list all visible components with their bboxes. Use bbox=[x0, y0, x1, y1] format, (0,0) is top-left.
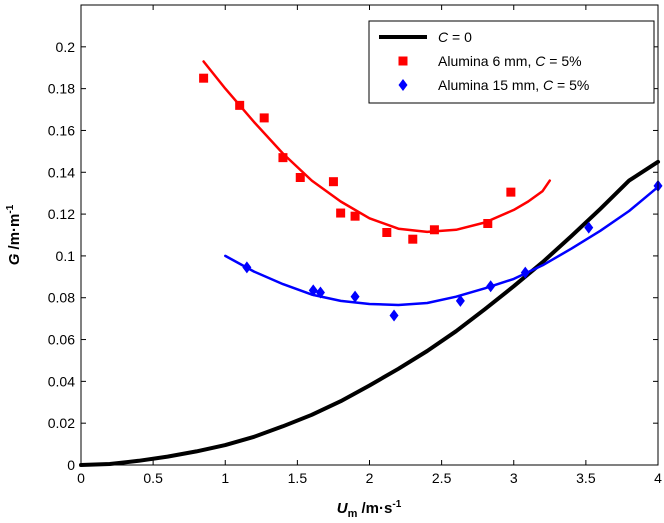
legend-label: Alumina 15 mm, C = 5% bbox=[438, 77, 589, 93]
y-tick-label: 0.06 bbox=[48, 332, 75, 348]
data-point-square bbox=[483, 219, 493, 228]
x-axis-symbol: U bbox=[337, 500, 349, 517]
x-axis-units: /m·s bbox=[357, 500, 392, 517]
data-point-square bbox=[350, 211, 360, 221]
x-tick-label: 2 bbox=[366, 470, 374, 486]
x-axis-subscript: m bbox=[348, 508, 358, 520]
x-axis-title: Um /m·s-1 bbox=[337, 499, 402, 520]
y-tick-label: 0.12 bbox=[48, 206, 75, 222]
legend-label-part: Alumina 6 mm, bbox=[438, 53, 535, 69]
y-tick-label: 0.08 bbox=[48, 290, 75, 306]
legend-diamond-icon bbox=[398, 79, 408, 91]
legend-label: C = 0 bbox=[438, 29, 472, 45]
data-point-diamond bbox=[455, 294, 465, 307]
x-tick-label: 1 bbox=[221, 470, 229, 486]
fit-line-0 bbox=[79, 159, 660, 467]
data-point-square bbox=[199, 73, 209, 83]
x-tick-label: 3 bbox=[510, 470, 518, 486]
y-tick-label: 0.16 bbox=[48, 122, 75, 138]
legend-square-icon bbox=[398, 56, 408, 66]
y-tick-label: 0.14 bbox=[48, 164, 75, 180]
data-point-square bbox=[278, 153, 288, 163]
y-axis-symbol: G bbox=[6, 253, 23, 265]
legend-label-part: Alumina 15 mm, bbox=[438, 77, 543, 93]
legend-label: Alumina 6 mm, C = 5% bbox=[438, 53, 582, 69]
axis-layer: 0 0.5 1 1.5 2 2.5 3 3.5 4 0 0.02 0.04 0.06 0.08 0.1 0.1… bbox=[48, 5, 662, 486]
y-axis-exponent: -1 bbox=[5, 204, 16, 213]
data-point-diamond bbox=[308, 284, 318, 297]
legend-box bbox=[368, 20, 655, 104]
data-point-square bbox=[336, 208, 346, 218]
y-tick-label: 0.18 bbox=[48, 81, 75, 97]
legend-label-part: = 5% bbox=[553, 77, 589, 93]
x-tick-label: 0.5 bbox=[143, 470, 163, 486]
y-tick-label: 0 bbox=[67, 457, 75, 473]
x-tick-label: 4 bbox=[654, 470, 662, 486]
data-point-square bbox=[259, 113, 269, 123]
data-point-diamond bbox=[520, 266, 530, 279]
data-point-square bbox=[506, 187, 516, 197]
data-point-diamond bbox=[584, 221, 594, 234]
data-point-square bbox=[235, 100, 245, 110]
data-point-diamond bbox=[315, 286, 325, 299]
y-tick-label: 0.1 bbox=[56, 248, 76, 264]
data-point-diamond bbox=[486, 280, 496, 293]
data-point-square bbox=[382, 227, 392, 237]
legend-label-part: = 0 bbox=[448, 29, 472, 45]
y-tick-label: 0.2 bbox=[56, 39, 76, 55]
data-point-square bbox=[295, 173, 305, 182]
data-point-square bbox=[429, 225, 439, 235]
data-point-square bbox=[408, 234, 418, 244]
y-tick-label: 0.04 bbox=[48, 373, 75, 389]
x-tick-label: 0 bbox=[77, 470, 85, 486]
y-tick-label: 0.02 bbox=[48, 415, 75, 431]
data-point-square bbox=[328, 177, 338, 187]
data-layer bbox=[79, 60, 663, 467]
x-tick-label: 1.5 bbox=[288, 470, 308, 486]
fit-line-3 bbox=[224, 185, 660, 307]
x-axis-exponent: -1 bbox=[392, 499, 401, 510]
legend-label-part: C bbox=[438, 29, 449, 45]
x-tick-label: 3.5 bbox=[576, 470, 596, 486]
y-axis-units: /m·m bbox=[6, 214, 23, 254]
y-axis-title: G /m·m-1 bbox=[5, 204, 23, 265]
legend-label-part: C bbox=[535, 53, 546, 69]
data-point-diamond bbox=[350, 290, 360, 303]
data-point-diamond bbox=[389, 309, 399, 322]
data-point-diamond bbox=[242, 261, 252, 274]
x-tick-label: 2.5 bbox=[432, 470, 452, 486]
legend-label-part: = 5% bbox=[545, 53, 581, 69]
legend-label-part: C bbox=[543, 77, 554, 93]
fit-line-1 bbox=[202, 60, 552, 234]
